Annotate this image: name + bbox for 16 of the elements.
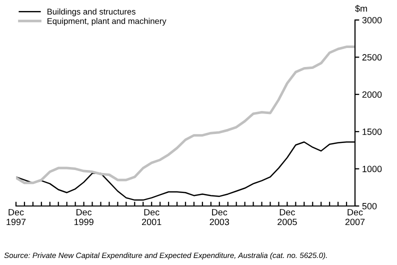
legend-label: Buildings and structures [48,8,136,16]
x-tick-label: Dec 1999 [74,209,94,226]
x-tick-label: Dec 1997 [6,209,26,226]
x-tick-label: Dec 2007 [345,209,365,226]
y-tick-label: 500 [362,202,377,210]
y-tick-label: 2000 [362,91,382,98]
y-tick-label: 3000 [362,16,382,24]
x-tick-label: Dec 2003 [210,209,230,226]
y-tick-label: 2500 [362,54,382,61]
legend-label: Equipment, plant and machinery [48,18,166,26]
y-tick-label: 1000 [362,166,382,172]
y-tick-label: 1500 [362,128,382,135]
x-tick-label: Dec 2001 [142,209,162,226]
y-axis-title: $m [355,4,367,12]
x-tick-label: Dec 2005 [278,209,297,226]
line-series [16,46,355,184]
